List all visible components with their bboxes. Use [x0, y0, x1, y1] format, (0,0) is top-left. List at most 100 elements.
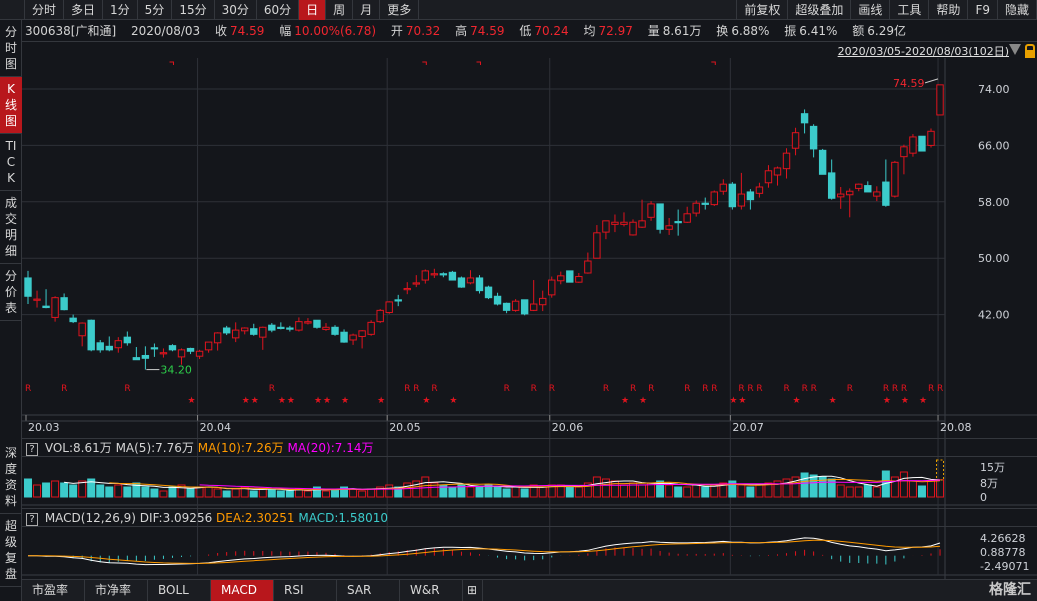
period-tab-9[interactable]: 月	[353, 0, 381, 20]
candle-body	[313, 319, 321, 328]
date-range-link[interactable]: 2020/03/05-2020/08/03(102日)	[837, 45, 1009, 58]
period-tab-2[interactable]: 1分	[103, 0, 138, 20]
candle	[719, 179, 728, 195]
volume-bar	[674, 486, 683, 498]
candle	[376, 308, 384, 324]
volume-bar	[33, 484, 42, 498]
vol-ma20-line	[199, 479, 941, 490]
low-label: 低	[519, 24, 532, 38]
candle-body	[764, 170, 773, 184]
candle	[782, 148, 791, 179]
star-marker: ★	[242, 396, 250, 406]
help-button[interactable]: ?	[26, 513, 38, 526]
toolbar-spacer	[419, 0, 738, 19]
candle	[412, 275, 420, 288]
period-tab-4[interactable]: 15分	[172, 0, 215, 20]
tool-button-1[interactable]: 超级叠加	[788, 0, 852, 20]
tool-button-2[interactable]: 画线	[851, 0, 891, 20]
candle	[69, 314, 77, 324]
candle	[638, 199, 646, 228]
candle	[204, 341, 213, 353]
volume-bar	[592, 476, 601, 498]
indicator-tab-4[interactable]: RSI	[274, 580, 337, 601]
indicator-tab-0[interactable]: 市盈率	[22, 580, 85, 601]
sidebar-item-label: 分价表	[4, 269, 17, 315]
r-marker: R	[648, 384, 654, 394]
candle	[394, 294, 402, 307]
vol-ma10-line	[109, 478, 941, 491]
sidebar-item-6[interactable]: 超级复盘	[0, 514, 22, 587]
candle	[891, 160, 899, 198]
indicator-tab-2[interactable]: BOLL	[148, 580, 211, 601]
candle	[222, 325, 231, 336]
candle-body	[818, 149, 827, 175]
tool-button-6[interactable]: 隐藏	[998, 0, 1037, 20]
period-tab-8[interactable]: 周	[326, 0, 354, 20]
avg-label: 均	[583, 24, 596, 38]
candle	[529, 280, 538, 312]
candle-body	[529, 303, 538, 311]
candle	[493, 292, 502, 306]
star-marker: ★	[738, 396, 746, 406]
candle-body	[286, 327, 294, 330]
r-marker: R	[269, 384, 275, 394]
sidebar-item-0[interactable]: 分时图	[0, 20, 22, 77]
volume-bar	[403, 482, 412, 498]
high-value: 74.59	[470, 24, 505, 38]
volume-bar	[114, 484, 123, 498]
tool-button-4[interactable]: 帮助	[929, 0, 969, 20]
volume-bar	[728, 480, 737, 498]
indicator-tab-6[interactable]: W&R	[400, 580, 463, 601]
candle-body	[231, 329, 240, 339]
vol-ma10: MA(10):7.26万	[197, 441, 284, 455]
indicator-tabs: 市盈率 市净率 BOLL MACD RSI SAR W&R ⊞	[22, 579, 1037, 601]
star-marker: ★	[621, 396, 629, 406]
candle-body	[394, 299, 402, 302]
volume-bar	[484, 484, 493, 498]
candle-body	[502, 302, 511, 311]
candle-body	[710, 191, 718, 206]
indicator-tab-5[interactable]: SAR	[337, 580, 400, 601]
volume-bar	[457, 484, 466, 498]
candle	[855, 183, 863, 192]
date-tick-label: 20.03	[28, 421, 60, 434]
indicator-tab-1[interactable]: 市净率	[85, 580, 148, 601]
volume-bar	[782, 478, 791, 498]
candle-body	[755, 186, 764, 194]
sidebar-item-5[interactable]: 深度资料	[0, 441, 22, 514]
help-button[interactable]: ?	[26, 443, 38, 456]
tool-button-0[interactable]: 前复权	[737, 0, 789, 20]
range-dropdown-icon[interactable]	[1009, 44, 1021, 55]
period-tab-5[interactable]: 30分	[215, 0, 257, 20]
candle-body	[340, 331, 348, 343]
candle-body	[259, 326, 267, 338]
indicator-tab-3[interactable]: MACD	[211, 580, 274, 601]
volume-bar	[96, 484, 105, 498]
period-tab-6[interactable]: 60分	[257, 0, 300, 20]
indicator-tab-7[interactable]: ⊞	[463, 580, 483, 601]
candle-body	[349, 334, 357, 341]
candle-body	[909, 136, 917, 154]
candle-body	[195, 350, 204, 357]
period-tab-10[interactable]: 更多	[380, 0, 420, 20]
volume-bar	[394, 486, 403, 498]
sidebar-item-1[interactable]: K线图	[0, 77, 22, 134]
sidebar-item-4[interactable]: 分价表	[0, 264, 22, 321]
quote-info-bar: 300638[广和通] 2020/08/03 收 74.59 幅 10.00%(6.…	[22, 20, 1037, 42]
candle	[755, 182, 764, 198]
period-tab-1[interactable]: 多日	[64, 0, 104, 20]
tool-button-5[interactable]: F9	[968, 0, 998, 20]
lock-icon[interactable]	[1025, 44, 1035, 58]
volume-bar	[755, 484, 764, 498]
low-value: 70.24	[534, 24, 569, 38]
period-tab-7[interactable]: 日	[299, 0, 327, 20]
star-marker: ★	[883, 396, 891, 406]
sidebar-item-3[interactable]: 成交明细	[0, 191, 22, 264]
period-tab-0[interactable]: 分时	[25, 0, 65, 20]
candle-body	[692, 202, 700, 214]
tool-button-3[interactable]: 工具	[890, 0, 930, 20]
candle	[295, 317, 303, 332]
period-tab-3[interactable]: 5分	[138, 0, 173, 20]
sidebar-item-2[interactable]: TICK	[0, 134, 22, 191]
